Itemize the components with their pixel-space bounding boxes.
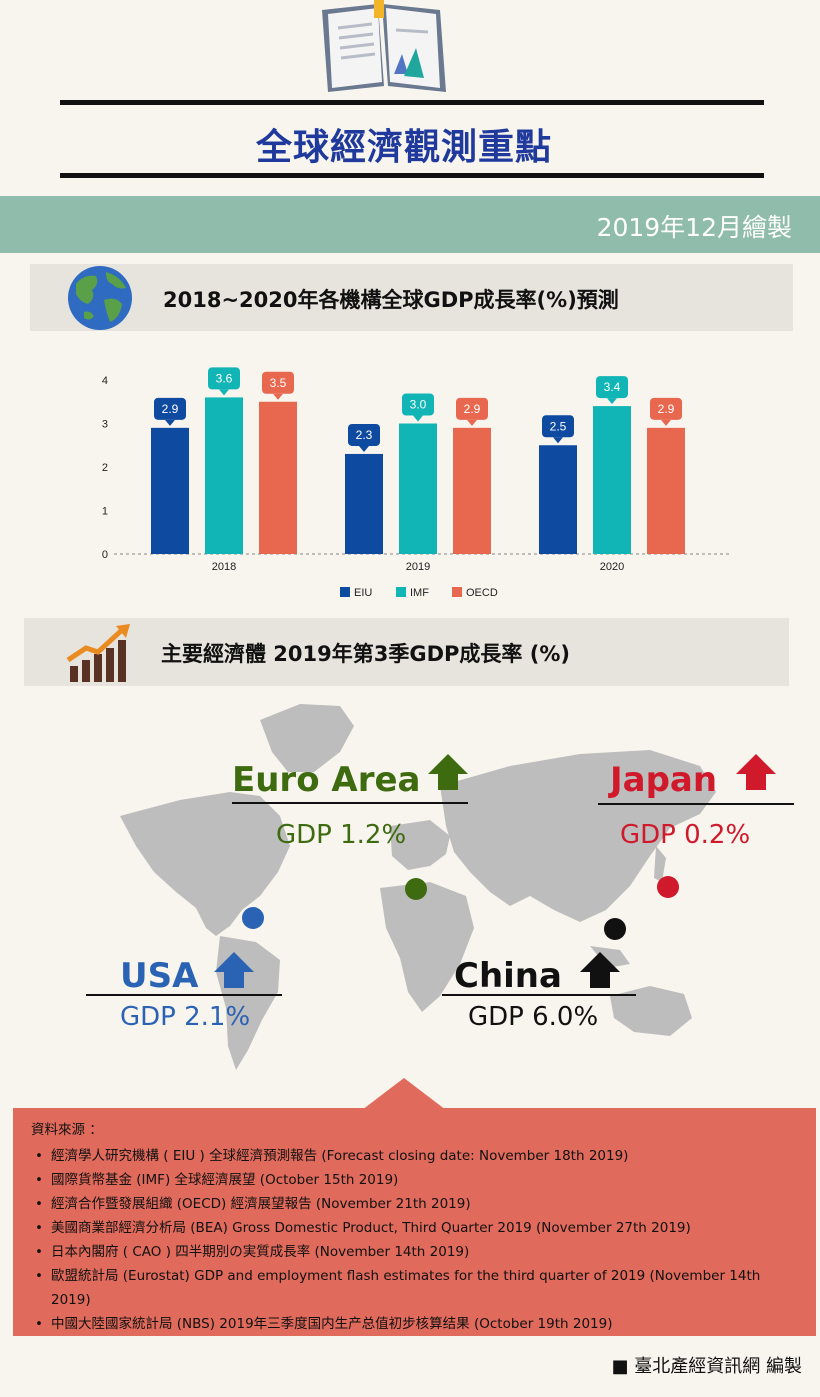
source-item: 經濟學人研究機構 ( EIU ) 全球經濟預測報告 (Forecast clos… xyxy=(31,1144,798,1168)
location-dot-china xyxy=(604,918,626,940)
title-rule-top xyxy=(60,100,764,105)
region-name-china: China xyxy=(454,956,562,996)
region-underline-usa xyxy=(86,994,282,996)
section-title-forecast: 2018~2020年各機構全球GDP成長率(%)預測 xyxy=(163,288,619,312)
data-label-pointer xyxy=(607,398,617,405)
data-label: 2.9 xyxy=(162,402,179,416)
sources-pointer xyxy=(362,1078,446,1110)
data-label-bg xyxy=(542,415,574,438)
source-item: 美國商業部經濟分析局 (BEA) Gross Domestic Product,… xyxy=(31,1216,798,1240)
gdp-forecast-bar-chart: 0 1 2 3 4 2.9 3.6 3.5 2018 2.3 3.0 2.9 2019 2.5 3.4 2.9… xyxy=(102,367,730,599)
legend-swatch xyxy=(396,587,406,597)
data-label: 3.4 xyxy=(604,380,621,394)
globe-icon xyxy=(68,266,132,330)
section-title-q3-growth: 主要經濟體 2019年第3季GDP成長率 (%) xyxy=(161,642,570,666)
bar xyxy=(205,397,243,554)
legend-swatch xyxy=(452,587,462,597)
data-label-pointer xyxy=(413,415,423,422)
world-map xyxy=(120,704,716,1070)
region-name-japan: Japan xyxy=(610,760,718,800)
section-header-forecast: 2018~2020年各機構全球GDP成長率(%)預測 xyxy=(30,264,793,331)
source-item: 中國大陸國家統計局 (NBS) 2019年三季度国内生产总值初步核算结果 (Oc… xyxy=(31,1312,798,1336)
region-gdp-china: GDP 6.0% xyxy=(468,1002,599,1032)
data-label: 3.0 xyxy=(410,398,427,412)
page-title: 全球經濟觀測重點 xyxy=(255,127,552,168)
data-label-bg xyxy=(596,376,628,399)
region-underline-china xyxy=(442,994,636,996)
sources-list: 經濟學人研究機構 ( EIU ) 全球經濟預測報告 (Forecast clos… xyxy=(31,1144,798,1336)
sources-heading: 資料來源 ： xyxy=(31,1122,103,1138)
bar xyxy=(345,453,383,554)
bar xyxy=(593,406,631,554)
bar xyxy=(399,423,437,554)
data-label-pointer xyxy=(219,389,229,396)
region-name-usa: USA xyxy=(120,956,199,996)
location-dot-japan xyxy=(657,876,679,898)
date-label: 2019年12月繪製 xyxy=(596,213,792,242)
up-arrow-icon xyxy=(428,754,468,790)
data-label-pointer xyxy=(467,419,477,426)
data-label-bg xyxy=(650,397,682,420)
region-gdp-euro: GDP 1.2% xyxy=(276,820,407,850)
region-name-euro: Euro Area xyxy=(232,760,421,800)
growth-chart-icon xyxy=(66,624,130,682)
data-label-bg xyxy=(208,367,240,390)
title-rule-bottom xyxy=(60,173,764,178)
source-item: 日本內閣府 ( CAO ) 四半期別の実質成長率 (November 14th … xyxy=(31,1240,798,1264)
bar xyxy=(453,427,491,554)
data-label-bg xyxy=(262,371,294,394)
footer-credit: ■ 臺北產經資訊網 編製 xyxy=(611,1356,802,1377)
data-label-pointer xyxy=(553,437,563,444)
book-icon xyxy=(322,0,446,92)
legend-label: OECD xyxy=(466,587,498,599)
source-item: 經濟合作暨發展組織 (OECD) 經濟展望報告 (November 21th 2… xyxy=(31,1192,798,1216)
y-tick-label: 3 xyxy=(102,419,108,431)
data-label: 2.3 xyxy=(356,428,373,442)
bar xyxy=(647,427,685,554)
x-tick-label: 2018 xyxy=(212,561,236,573)
data-label-bg xyxy=(402,393,434,416)
data-label: 2.9 xyxy=(658,402,675,416)
section-header-q3-growth: 主要經濟體 2019年第3季GDP成長率 (%) xyxy=(24,618,789,686)
y-tick-label: 0 xyxy=(102,549,108,561)
region-gdp-usa: GDP 2.1% xyxy=(120,1002,251,1032)
bar xyxy=(539,445,577,554)
y-tick-label: 1 xyxy=(102,506,108,518)
x-tick-label: 2020 xyxy=(600,561,624,573)
region-underline-japan xyxy=(598,803,794,805)
bar xyxy=(259,401,297,554)
data-label-bg xyxy=(456,397,488,420)
legend-swatch xyxy=(340,587,350,597)
region-gdp-japan: GDP 0.2% xyxy=(620,820,751,850)
location-dot-euro xyxy=(405,878,427,900)
up-arrow-icon xyxy=(580,952,620,988)
data-label-bg xyxy=(154,397,186,420)
x-tick-label: 2019 xyxy=(406,561,430,573)
location-dot-usa xyxy=(242,907,264,929)
y-tick-label: 4 xyxy=(102,375,108,387)
up-arrow-icon xyxy=(736,754,776,790)
data-label: 2.9 xyxy=(464,402,481,416)
data-label: 3.5 xyxy=(270,376,287,390)
date-band: 2019年12月繪製 xyxy=(0,196,820,253)
data-label-pointer xyxy=(165,419,175,426)
data-label: 3.6 xyxy=(216,371,233,385)
source-item: 國際貨幣基金 (IMF) 全球經濟展望 (October 15th 2019) xyxy=(31,1168,798,1192)
sources-panel: 資料來源 ： 經濟學人研究機構 ( EIU ) 全球經濟預測報告 (Foreca… xyxy=(13,1108,816,1336)
bar xyxy=(151,427,189,554)
data-label-pointer xyxy=(661,419,671,426)
data-label-pointer xyxy=(359,445,369,452)
source-item: 歐盟統計局 (Eurostat) GDP and employment flas… xyxy=(31,1264,798,1312)
data-label: 2.5 xyxy=(550,419,567,433)
up-arrow-icon xyxy=(214,952,254,988)
legend-label: IMF xyxy=(410,587,429,599)
region-underline-euro xyxy=(232,802,468,804)
data-label-pointer xyxy=(273,393,283,400)
y-tick-label: 2 xyxy=(102,462,108,474)
data-label-bg xyxy=(348,423,380,446)
legend-label: EIU xyxy=(354,587,372,599)
